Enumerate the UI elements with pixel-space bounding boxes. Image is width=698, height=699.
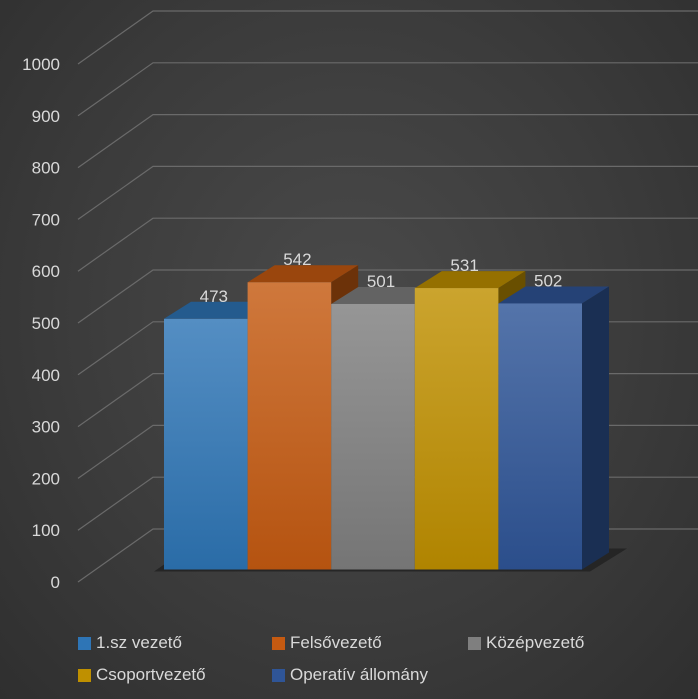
data-label: 473: [200, 287, 228, 306]
legend-label-csoportvezeto: Csoportvezető: [96, 665, 206, 684]
y-tick-label: 1000: [22, 55, 60, 74]
legend-label-kozepvezeto: Középvezető: [486, 633, 585, 652]
y-tick-label: 800: [32, 159, 60, 178]
legend-swatch-operativ-allomany: [272, 668, 285, 682]
data-labels: 473 542 501 531 502: [200, 250, 563, 306]
legend-label-1sz-vezeto: 1.sz vezető: [96, 633, 182, 652]
legend-row-1: 1.sz vezető Felsővezető Középvezető: [78, 628, 678, 658]
y-tick-label: 700: [32, 210, 60, 229]
bar-front: [498, 303, 582, 570]
gridline: [77, 113, 698, 169]
y-tick-label: 900: [32, 107, 60, 126]
bar-top: [164, 301, 275, 319]
bar-4: [498, 286, 609, 570]
y-tick-label: 600: [32, 262, 60, 281]
gridline: [77, 10, 698, 65]
bar-top: [247, 265, 359, 283]
gridlines: [77, 10, 698, 583]
legend-label-operativ-allomany: Operatív állomány: [290, 665, 428, 684]
y-tick-label: 400: [32, 366, 60, 385]
legend-swatch-csoportvezeto: [78, 668, 91, 682]
legend-item-1sz-vezeto: 1.sz vezető: [78, 633, 272, 653]
data-label: 531: [450, 256, 478, 275]
legend-swatch-felsovezeto: [272, 636, 285, 650]
y-axis: 0 100 200 300 400 500 600 700 800 900 1000: [22, 55, 60, 592]
bar-front: [164, 318, 248, 570]
gridline: [77, 269, 698, 324]
y-tick-label: 300: [32, 418, 60, 437]
bar-top: [331, 286, 442, 304]
legend-swatch-1sz-vezeto: [78, 636, 91, 650]
legend-label-felsovezeto: Felsővezető: [290, 633, 382, 652]
bar-top: [498, 286, 609, 304]
legend: 1.sz vezető Felsővezető Középvezető Csop…: [78, 628, 678, 692]
legend-swatch-kozepvezeto: [468, 636, 481, 650]
gridline: [77, 165, 698, 220]
bar-chart: 0 100 200 300 400 500 600 700 800 900 1000 473 542 5…: [22, 10, 698, 592]
data-label: 501: [367, 272, 395, 291]
bar-front: [247, 282, 332, 570]
bar-front: [331, 303, 415, 570]
bar-top: [414, 271, 526, 289]
y-tick-label: 200: [32, 469, 60, 488]
bar-side: [582, 286, 609, 570]
y-tick-label: 0: [51, 573, 60, 592]
bars: [164, 265, 609, 570]
y-tick-label: 500: [32, 314, 60, 333]
gridline: [77, 217, 698, 272]
legend-item-operativ-allomany: Operatív állomány: [272, 665, 428, 685]
data-label: 542: [283, 250, 311, 269]
legend-item-kozepvezeto: Középvezető: [468, 633, 584, 653]
legend-row-2: Csoportvezető Operatív állomány: [78, 660, 678, 690]
legend-item-felsovezeto: Felsővezető: [272, 633, 468, 653]
gridline: [77, 62, 698, 117]
data-label: 502: [534, 271, 562, 290]
bar-front: [414, 288, 499, 570]
legend-item-csoportvezeto: Csoportvezető: [78, 665, 272, 685]
y-tick-label: 100: [32, 521, 60, 540]
